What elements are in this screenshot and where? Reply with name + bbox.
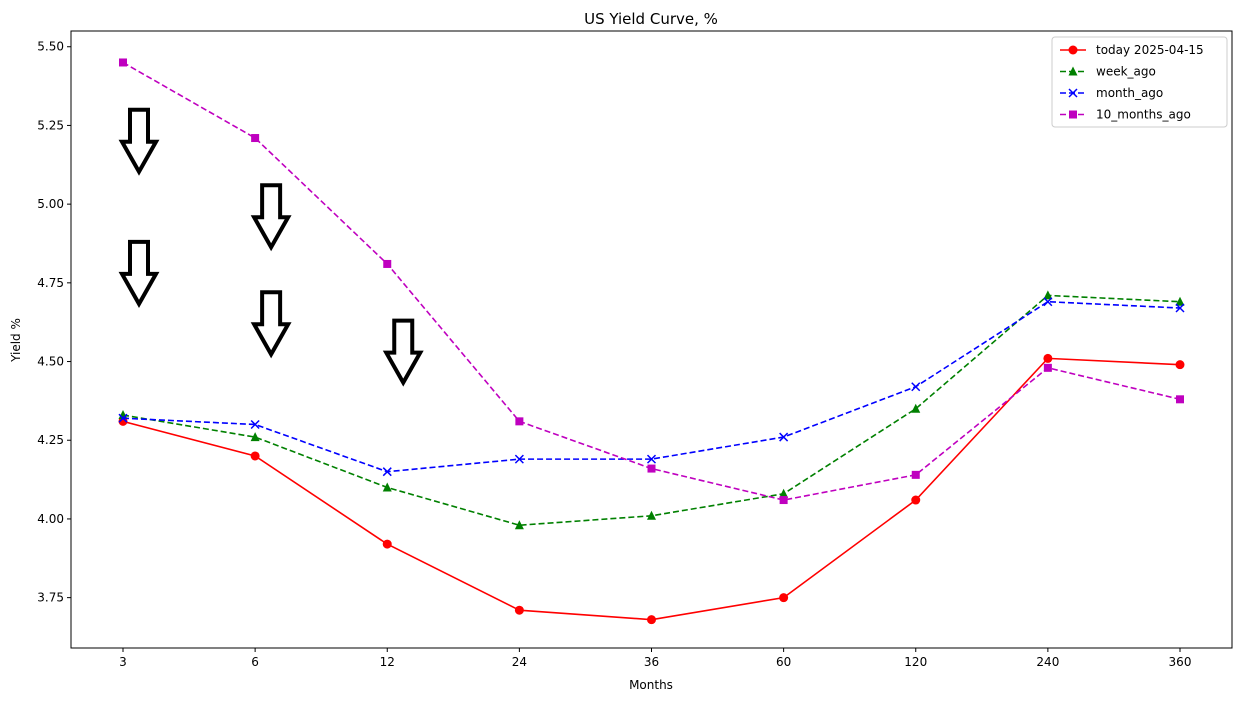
marker-stroke — [514, 454, 524, 464]
legend-marker — [1068, 88, 1078, 98]
series-1 — [118, 290, 1185, 530]
data-point — [911, 403, 921, 413]
down-arrow-icon — [118, 239, 160, 308]
marker-stroke — [646, 454, 657, 464]
y-tick-label: 4.50 — [37, 355, 64, 369]
data-point — [514, 454, 524, 464]
data-point — [911, 382, 921, 392]
legend-label: week_ago — [1096, 65, 1156, 79]
data-point — [515, 417, 524, 426]
x-tick-label: 360 — [1169, 655, 1192, 669]
series-2 — [118, 297, 1185, 477]
legend-marker — [1068, 45, 1078, 55]
data-point — [382, 467, 392, 477]
y-axis-label: Yield % — [9, 318, 23, 363]
data-point — [514, 605, 524, 615]
data-point — [647, 464, 656, 473]
x-tick-label: 240 — [1036, 655, 1059, 669]
series-line — [122, 61, 1181, 501]
marker-stroke — [1175, 303, 1185, 313]
data-point — [1175, 303, 1185, 313]
data-point — [1043, 290, 1053, 300]
legend-box — [1051, 36, 1228, 128]
marker-stroke — [382, 467, 392, 477]
data-point — [1043, 363, 1052, 372]
x-tick-label: 120 — [904, 655, 927, 669]
down-arrow-icon — [250, 183, 292, 252]
data-point — [382, 539, 392, 549]
y-axis: 3.75 4.00 4.25 4.50 4.75 5.00 5.25 5.50 — [37, 40, 71, 605]
data-point — [779, 496, 788, 505]
legend-label: month_ago — [1096, 86, 1163, 100]
series-layer — [118, 58, 1185, 625]
y-tick-label: 5.50 — [37, 40, 64, 54]
x-axis-label: Months — [629, 678, 673, 692]
down-arrow-icon — [118, 107, 160, 176]
marker-stroke — [1043, 297, 1053, 307]
series-line — [122, 357, 1181, 621]
legend-label: today 2025-04-15 — [1096, 43, 1204, 57]
data-point — [1175, 360, 1185, 370]
data-point — [911, 470, 920, 479]
legend-marker — [1069, 110, 1077, 119]
data-point — [779, 432, 789, 442]
data-point — [250, 451, 260, 461]
data-point — [779, 488, 789, 498]
chart-title: US Yield Curve, % — [584, 10, 718, 28]
y-tick-label: 3.75 — [37, 591, 64, 605]
data-point — [251, 134, 260, 143]
data-point — [250, 432, 260, 442]
legend-label: 10_months_ago — [1096, 108, 1191, 122]
data-point — [250, 419, 260, 430]
x-tick-label: 3 — [119, 655, 127, 669]
series-0 — [118, 353, 1185, 625]
data-point — [382, 482, 392, 492]
data-point — [1176, 395, 1184, 404]
data-point — [1043, 353, 1053, 363]
data-point — [514, 520, 524, 530]
data-point — [383, 259, 392, 268]
y-tick-label: 5.25 — [37, 118, 64, 132]
legend: today 2025-04-15 week_ago month_ago 10_mont… — [1051, 36, 1228, 128]
annotations-layer — [118, 107, 424, 387]
x-tick-label: 6 — [251, 655, 259, 669]
marker-stroke — [250, 419, 260, 430]
data-point — [647, 510, 656, 520]
x-tick-label: 12 — [380, 655, 395, 669]
x-tick-label: 60 — [776, 655, 791, 669]
marker-stroke — [118, 413, 128, 423]
data-point — [911, 495, 921, 505]
data-point — [1043, 297, 1053, 307]
down-arrow-icon — [382, 318, 424, 387]
marker-stroke — [779, 432, 789, 442]
y-tick-label: 4.75 — [37, 276, 64, 290]
y-tick-label: 5.00 — [37, 197, 64, 211]
y-tick-label: 4.00 — [37, 512, 64, 526]
marker-stroke — [911, 382, 921, 392]
data-point — [647, 615, 656, 625]
y-tick-label: 4.25 — [37, 433, 64, 447]
legend-marker — [1068, 66, 1078, 76]
data-point — [118, 413, 128, 423]
data-point — [646, 454, 657, 464]
x-axis: 3 6 12 24 36 60 120 240 360 — [119, 648, 1191, 669]
data-point — [119, 58, 127, 67]
x-tick-label: 24 — [512, 655, 527, 669]
x-tick-label: 36 — [644, 655, 659, 669]
down-arrow-icon — [250, 290, 292, 359]
data-point — [779, 593, 789, 603]
data-point — [1175, 296, 1185, 306]
marker-stroke — [1068, 88, 1078, 98]
series-3 — [119, 58, 1184, 505]
